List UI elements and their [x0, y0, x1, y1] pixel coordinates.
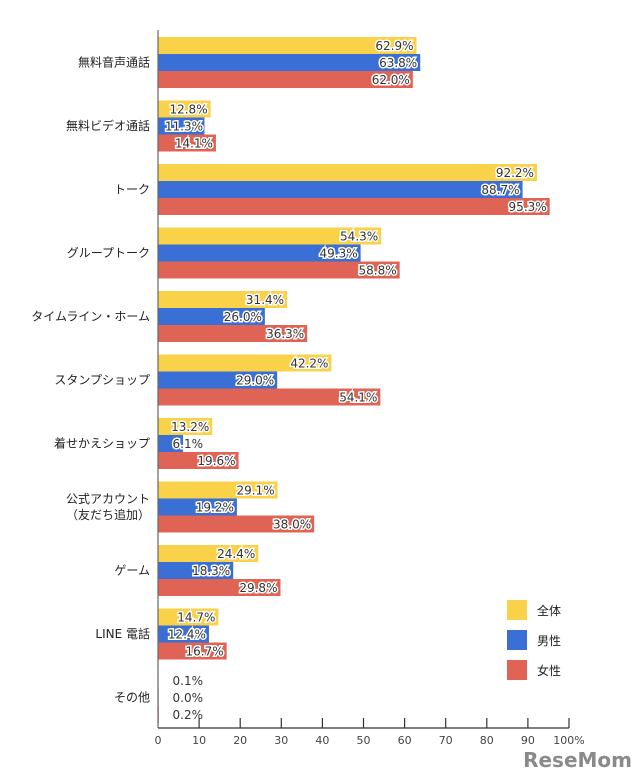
bar [158, 371, 278, 389]
data-label: 42.2% [290, 357, 328, 371]
data-label: 29.1% [236, 484, 274, 498]
data-label: 0.2% [173, 708, 204, 722]
legend-label: 全体 [537, 603, 561, 618]
bar [158, 452, 239, 469]
category-label: スタンプショップ [54, 373, 150, 387]
bar [158, 418, 213, 435]
bar [158, 117, 205, 135]
watermark-logo: ReseMom [523, 748, 632, 770]
data-label: 18.3% [192, 564, 230, 578]
bar [158, 37, 417, 54]
bar [158, 579, 281, 596]
legend-swatch [507, 600, 527, 620]
bar [158, 134, 216, 152]
bar [158, 325, 308, 342]
x-tick-label: 40 [315, 734, 329, 747]
bar [158, 388, 381, 406]
data-label: 24.4% [217, 547, 255, 561]
x-tick-label: 60 [398, 734, 412, 747]
category-label: タイムライン・ホーム [31, 310, 150, 324]
data-label: 0.1% [173, 674, 204, 688]
bar [158, 71, 413, 88]
x-tick-label: 20 [233, 734, 247, 747]
bar [158, 308, 265, 325]
x-tick-label: 80 [480, 734, 494, 747]
bar [158, 100, 211, 118]
data-label: 36.3% [266, 327, 304, 341]
data-label: 12.8% [169, 103, 207, 117]
bar [158, 608, 219, 626]
data-label: 38.0% [273, 518, 311, 532]
x-tick-label: 90 [521, 734, 535, 747]
bar [158, 261, 400, 279]
data-label: 0.0% [173, 691, 204, 705]
bar [158, 291, 288, 308]
data-label: 13.2% [171, 420, 209, 434]
category-label: （友だち追加） [66, 507, 150, 522]
bar [158, 244, 361, 262]
bar [158, 198, 550, 215]
x-tick-label: 70 [439, 734, 453, 747]
data-label: 58.8% [359, 264, 397, 278]
x-tick-label: 100% [553, 734, 584, 747]
legend-label: 女性 [537, 663, 561, 678]
data-label: 19.2% [196, 501, 234, 515]
category-label: グループトーク [67, 246, 150, 260]
legend-label: 男性 [537, 634, 561, 648]
category-label: 無料ビデオ通話 [66, 118, 150, 133]
category-label: 公式アカウント [66, 492, 150, 506]
data-label: 14.7% [177, 611, 215, 625]
x-tick-label: 10 [192, 734, 206, 747]
data-label: 19.6% [197, 454, 235, 468]
legend-swatch [507, 630, 527, 650]
bar [158, 181, 523, 198]
category-label: LINE 電話 [95, 626, 150, 641]
data-label: 88.7% [481, 183, 519, 197]
data-label: 54.3% [340, 230, 378, 244]
category-label: トーク [114, 183, 150, 197]
data-label: 95.3% [509, 200, 547, 214]
bar [158, 54, 421, 71]
data-label: 63.8% [379, 56, 417, 70]
bar [158, 227, 382, 245]
x-tick-label: 30 [274, 734, 288, 747]
data-label: 62.0% [372, 73, 410, 87]
bar [158, 545, 259, 562]
category-label: ゲーム [114, 564, 150, 578]
x-tick-label: 50 [357, 734, 371, 747]
bar [158, 481, 278, 499]
data-label: 12.4% [168, 628, 206, 642]
bar [158, 642, 227, 660]
data-label: 31.4% [246, 293, 284, 307]
legend-swatch [507, 660, 527, 680]
bar [158, 562, 234, 579]
x-tick-label: 0 [155, 734, 162, 747]
data-label: 11.3% [165, 120, 203, 134]
data-label: 29.8% [239, 581, 277, 595]
bar [158, 625, 209, 643]
bar [158, 515, 315, 533]
data-label: 14.1% [175, 137, 213, 151]
category-label: その他 [114, 691, 150, 705]
bar [158, 435, 184, 452]
data-label: 54.1% [339, 391, 377, 405]
category-label: 着せかえショップ [54, 436, 150, 451]
bar [158, 164, 537, 181]
category-label: 無料音声通話 [78, 55, 150, 70]
bar [158, 354, 332, 372]
data-label: 49.3% [319, 247, 357, 261]
data-label: 16.7% [186, 645, 224, 659]
bar [158, 498, 237, 516]
data-label: 6.1% [173, 437, 204, 451]
data-label: 29.0% [236, 374, 274, 388]
data-label: 26.0% [224, 310, 262, 324]
data-label: 62.9% [375, 39, 413, 53]
data-label: 92.2% [496, 166, 534, 180]
